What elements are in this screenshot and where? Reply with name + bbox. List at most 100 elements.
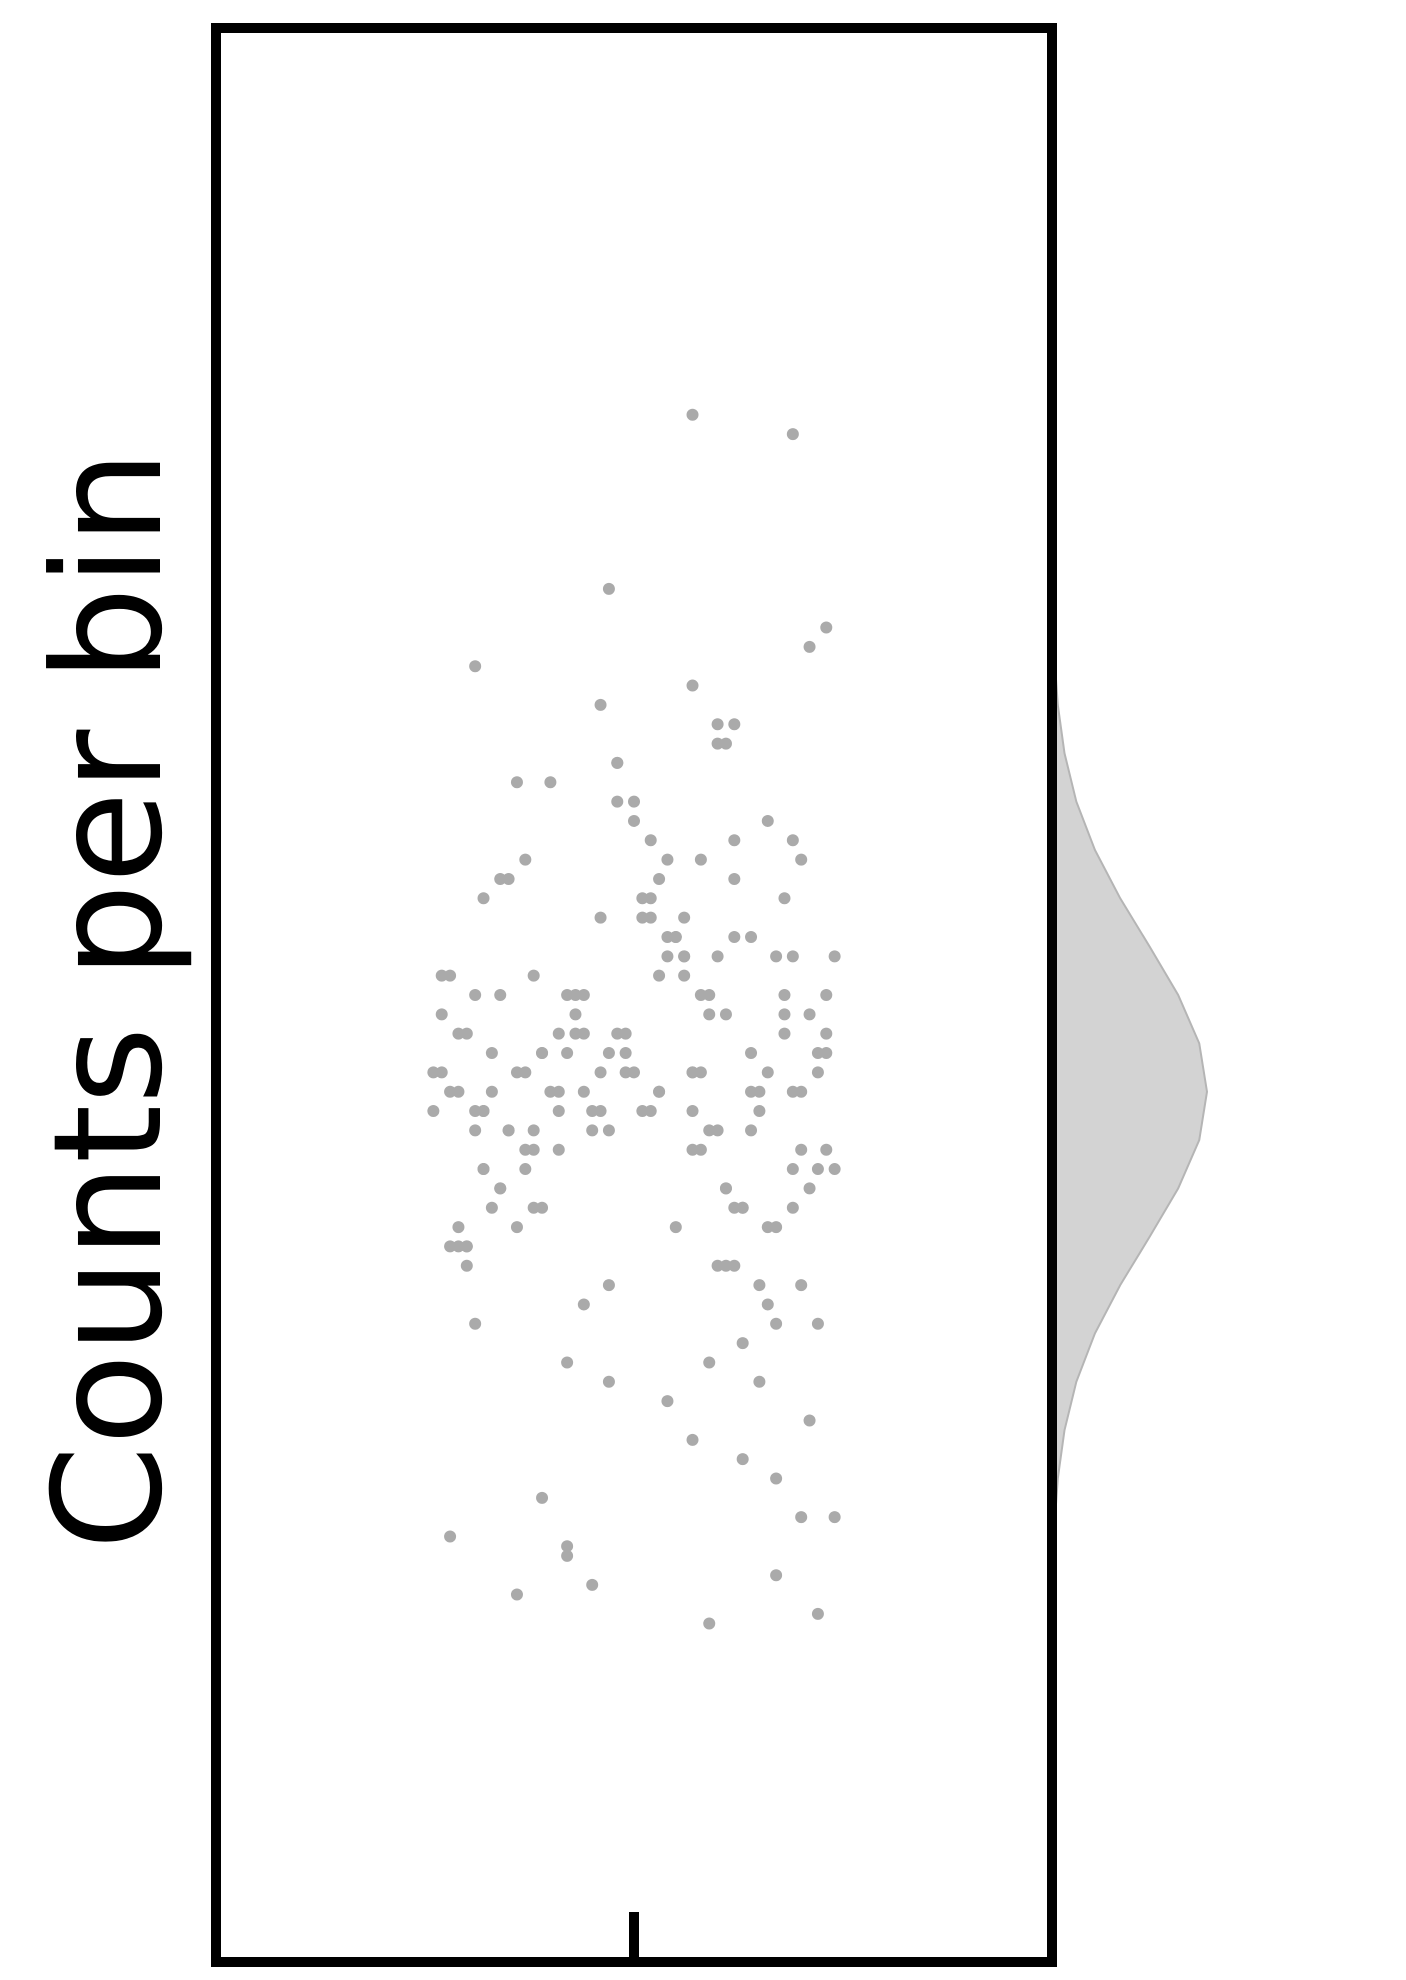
point <box>527 1201 540 1214</box>
point <box>519 853 532 866</box>
point <box>753 1375 766 1388</box>
point <box>594 911 607 924</box>
point <box>678 969 691 982</box>
point <box>736 1337 749 1350</box>
point <box>719 737 732 750</box>
point <box>745 930 758 943</box>
point <box>460 1240 473 1253</box>
point <box>753 1085 766 1098</box>
point <box>444 1530 457 1543</box>
point <box>686 1105 699 1118</box>
point <box>811 1047 824 1060</box>
point <box>711 1124 724 1137</box>
point <box>694 989 707 1001</box>
point <box>611 795 624 808</box>
point <box>828 950 841 963</box>
point <box>469 1124 482 1137</box>
point <box>435 1008 448 1021</box>
point <box>494 989 507 1001</box>
point <box>460 1027 473 1040</box>
point <box>510 776 523 789</box>
point <box>828 1163 841 1176</box>
point <box>761 1298 774 1311</box>
point <box>561 989 574 1001</box>
point <box>602 1375 615 1388</box>
point <box>477 892 490 905</box>
point <box>510 1221 523 1234</box>
point <box>594 1105 607 1118</box>
point <box>820 1027 833 1040</box>
point <box>544 776 557 789</box>
point <box>577 989 590 1001</box>
point <box>611 756 624 769</box>
point <box>594 698 607 711</box>
point <box>460 1259 473 1272</box>
point <box>561 1549 574 1562</box>
point <box>494 1182 507 1195</box>
point <box>586 1105 599 1118</box>
point <box>686 679 699 692</box>
point <box>694 1143 707 1156</box>
point <box>444 969 457 982</box>
point <box>786 1201 799 1214</box>
point <box>452 1240 465 1253</box>
point <box>469 989 482 1001</box>
point <box>561 1047 574 1060</box>
point <box>770 1569 783 1582</box>
point <box>694 1066 707 1079</box>
point <box>728 930 741 943</box>
point <box>678 950 691 963</box>
point <box>435 1066 448 1079</box>
point <box>636 1105 649 1118</box>
point <box>820 1143 833 1156</box>
point <box>745 1047 758 1060</box>
point <box>611 1027 624 1040</box>
point <box>786 834 799 847</box>
point <box>661 950 674 963</box>
point <box>745 1085 758 1098</box>
point <box>703 989 716 1001</box>
y-axis-label: Counts per bin <box>22 450 196 1550</box>
point <box>811 1163 824 1176</box>
plot-frame <box>211 23 1057 1967</box>
point <box>803 1414 816 1427</box>
point <box>803 1182 816 1195</box>
point <box>536 1047 549 1060</box>
point <box>586 1124 599 1137</box>
point <box>452 1027 465 1040</box>
point <box>786 1163 799 1176</box>
point <box>661 853 674 866</box>
point <box>519 1163 532 1176</box>
point <box>745 1124 758 1137</box>
point <box>536 1491 549 1504</box>
point <box>602 1124 615 1137</box>
point <box>510 1066 523 1079</box>
point <box>711 950 724 963</box>
point <box>561 1540 574 1553</box>
point <box>770 1472 783 1485</box>
point <box>502 1124 515 1137</box>
point <box>778 1008 791 1021</box>
point <box>820 621 833 634</box>
point <box>477 1105 490 1118</box>
point <box>795 1085 808 1098</box>
point <box>628 795 640 808</box>
point <box>452 1085 465 1098</box>
point <box>711 718 724 731</box>
density <box>1051 607 1209 1577</box>
point <box>619 1066 632 1079</box>
point <box>761 814 774 827</box>
point <box>577 1298 590 1311</box>
point <box>728 872 741 885</box>
point <box>661 930 674 943</box>
point <box>653 872 666 885</box>
point <box>686 408 699 421</box>
point <box>586 1578 599 1591</box>
point <box>786 1085 799 1098</box>
point <box>728 1259 741 1272</box>
point <box>711 1259 724 1272</box>
point <box>485 1047 498 1060</box>
point <box>686 1143 699 1156</box>
point <box>795 1511 808 1524</box>
